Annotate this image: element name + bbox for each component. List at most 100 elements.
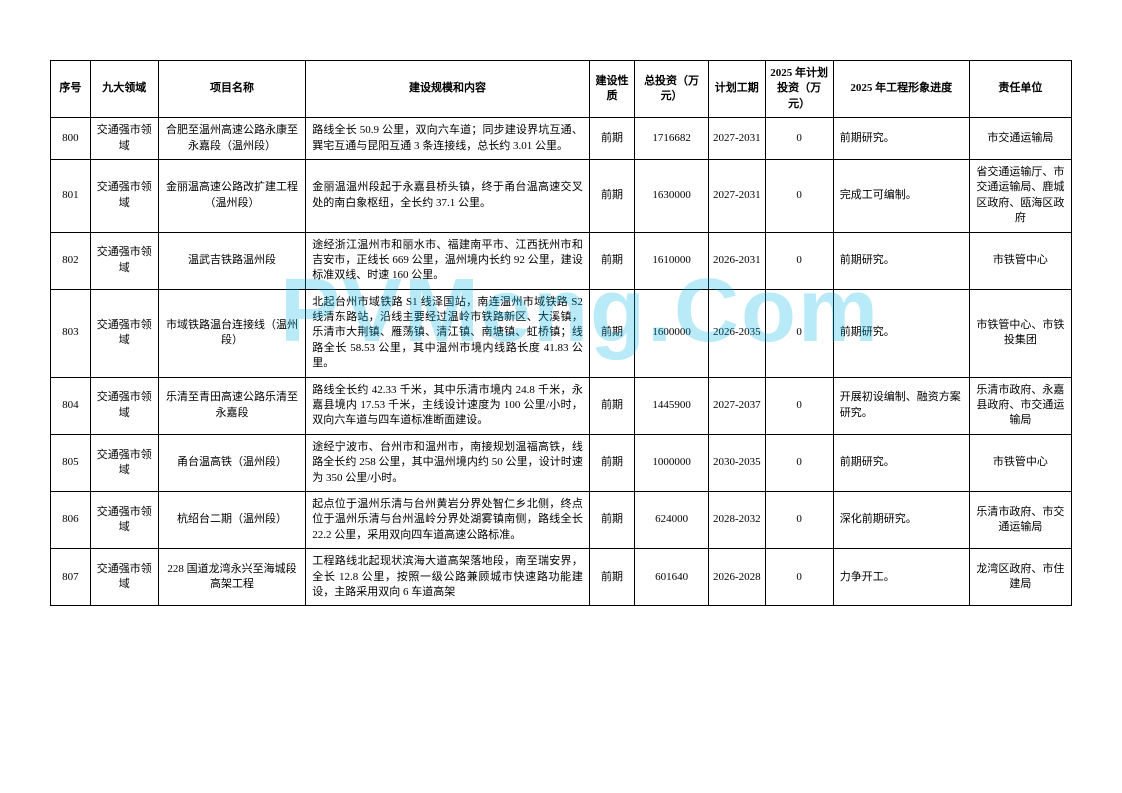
cell-period: 2026-2028 (708, 549, 765, 606)
header-row: 序号 九大领域 项目名称 建设规模和内容 建设性质 总投资（万元） 计划工期 2… (51, 61, 1072, 118)
cell-seq: 802 (51, 232, 91, 289)
cell-name: 杭绍台二期（温州段） (158, 491, 305, 548)
header-plan: 2025 年计划投资（万元） (765, 61, 833, 118)
cell-content: 途经浙江温州市和丽水市、福建南平市、江西抚州市和吉安市，正线长 669 公里，温… (306, 232, 590, 289)
cell-name: 乐清至青田高速公路乐清至永嘉段 (158, 377, 305, 434)
cell-nature: 前期 (589, 159, 634, 232)
cell-name: 228 国道龙湾永兴至海城段高架工程 (158, 549, 305, 606)
cell-domain: 交通强市领域 (90, 549, 158, 606)
cell-progress: 前期研究。 (833, 434, 969, 491)
cell-progress: 完成工可编制。 (833, 159, 969, 232)
cell-progress: 前期研究。 (833, 118, 969, 160)
cell-progress: 开展初设编制、融资方案研究。 (833, 377, 969, 434)
table-row: 805交通强市领域甬台温高铁（温州段）途经宁波市、台州市和温州市，南接规划温福高… (51, 434, 1072, 491)
cell-period: 2027-2037 (708, 377, 765, 434)
cell-nature: 前期 (589, 289, 634, 377)
cell-domain: 交通强市领域 (90, 159, 158, 232)
cell-total: 1445900 (635, 377, 709, 434)
cell-period: 2026-2031 (708, 232, 765, 289)
cell-unit: 市交通运输局 (969, 118, 1071, 160)
cell-content: 工程路线北起现状滨海大道高架落地段，南至瑞安界，全长 12.8 公里，按照一级公… (306, 549, 590, 606)
cell-plan: 0 (765, 377, 833, 434)
header-name: 项目名称 (158, 61, 305, 118)
header-unit: 责任单位 (969, 61, 1071, 118)
cell-nature: 前期 (589, 491, 634, 548)
cell-domain: 交通强市领域 (90, 434, 158, 491)
cell-content: 途经宁波市、台州市和温州市，南接规划温福高铁，线路全长约 258 公里，其中温州… (306, 434, 590, 491)
cell-unit: 市铁管中心、市铁投集团 (969, 289, 1071, 377)
cell-name: 金丽温高速公路改扩建工程（温州段） (158, 159, 305, 232)
cell-plan: 0 (765, 118, 833, 160)
cell-nature: 前期 (589, 549, 634, 606)
cell-period: 2027-2031 (708, 159, 765, 232)
cell-period: 2027-2031 (708, 118, 765, 160)
cell-domain: 交通强市领域 (90, 377, 158, 434)
cell-domain: 交通强市领域 (90, 491, 158, 548)
header-total: 总投资（万元） (635, 61, 709, 118)
cell-content: 路线全长约 42.33 千米，其中乐清市境内 24.8 千米，永嘉县境内 17.… (306, 377, 590, 434)
cell-name: 温武吉铁路温州段 (158, 232, 305, 289)
project-table: 序号 九大领域 项目名称 建设规模和内容 建设性质 总投资（万元） 计划工期 2… (50, 60, 1072, 606)
table-row: 802交通强市领域温武吉铁路温州段途经浙江温州市和丽水市、福建南平市、江西抚州市… (51, 232, 1072, 289)
cell-nature: 前期 (589, 118, 634, 160)
cell-plan: 0 (765, 232, 833, 289)
cell-name: 合肥至温州高速公路永康至永嘉段（温州段） (158, 118, 305, 160)
cell-plan: 0 (765, 289, 833, 377)
header-content: 建设规模和内容 (306, 61, 590, 118)
cell-unit: 乐清市政府、永嘉县政府、市交通运输局 (969, 377, 1071, 434)
table-row: 800交通强市领域合肥至温州高速公路永康至永嘉段（温州段）路线全长 50.9 公… (51, 118, 1072, 160)
cell-total: 1000000 (635, 434, 709, 491)
cell-unit: 乐清市政府、市交通运输局 (969, 491, 1071, 548)
cell-total: 1630000 (635, 159, 709, 232)
cell-seq: 801 (51, 159, 91, 232)
header-nature: 建设性质 (589, 61, 634, 118)
cell-total: 1716682 (635, 118, 709, 160)
cell-domain: 交通强市领域 (90, 118, 158, 160)
cell-nature: 前期 (589, 377, 634, 434)
cell-content: 北起台州市域铁路 S1 线泽国站，南连温州市域铁路 S2 线清东路站，沿线主要经… (306, 289, 590, 377)
header-seq: 序号 (51, 61, 91, 118)
cell-seq: 806 (51, 491, 91, 548)
cell-period: 2030-2035 (708, 434, 765, 491)
cell-progress: 前期研究。 (833, 232, 969, 289)
header-progress: 2025 年工程形象进度 (833, 61, 969, 118)
cell-seq: 807 (51, 549, 91, 606)
cell-name: 市域铁路温台连接线（温州段） (158, 289, 305, 377)
table-row: 807交通强市领域228 国道龙湾永兴至海城段高架工程工程路线北起现状滨海大道高… (51, 549, 1072, 606)
cell-unit: 省交通运输厅、市交通运输局、鹿城区政府、瓯海区政府 (969, 159, 1071, 232)
table-row: 806交通强市领域杭绍台二期（温州段）起点位于温州乐清与台州黄岩分界处智仁乡北侧… (51, 491, 1072, 548)
header-period: 计划工期 (708, 61, 765, 118)
cell-total: 624000 (635, 491, 709, 548)
cell-plan: 0 (765, 159, 833, 232)
cell-domain: 交通强市领域 (90, 232, 158, 289)
cell-total: 601640 (635, 549, 709, 606)
cell-period: 2028-2032 (708, 491, 765, 548)
cell-content: 金丽温温州段起于永嘉县桥头镇，终于甬台温高速交叉处的南白象枢纽，全长约 37.1… (306, 159, 590, 232)
table-row: 803交通强市领域市域铁路温台连接线（温州段）北起台州市域铁路 S1 线泽国站，… (51, 289, 1072, 377)
table-row: 804交通强市领域乐清至青田高速公路乐清至永嘉段路线全长约 42.33 千米，其… (51, 377, 1072, 434)
cell-plan: 0 (765, 434, 833, 491)
table-row: 801交通强市领域金丽温高速公路改扩建工程（温州段）金丽温温州段起于永嘉县桥头镇… (51, 159, 1072, 232)
cell-unit: 市铁管中心 (969, 232, 1071, 289)
cell-plan: 0 (765, 549, 833, 606)
cell-content: 路线全长 50.9 公里，双向六车道；同步建设界坑互通、巽宅互通与昆阳互通 3 … (306, 118, 590, 160)
table-body: 800交通强市领域合肥至温州高速公路永康至永嘉段（温州段）路线全长 50.9 公… (51, 118, 1072, 606)
cell-name: 甬台温高铁（温州段） (158, 434, 305, 491)
cell-progress: 前期研究。 (833, 289, 969, 377)
cell-domain: 交通强市领域 (90, 289, 158, 377)
cell-total: 1600000 (635, 289, 709, 377)
cell-content: 起点位于温州乐清与台州黄岩分界处智仁乡北侧，终点位于温州乐清与台州温岭分界处湖雾… (306, 491, 590, 548)
cell-plan: 0 (765, 491, 833, 548)
header-domain: 九大领域 (90, 61, 158, 118)
cell-progress: 力争开工。 (833, 549, 969, 606)
cell-unit: 龙湾区政府、市住建局 (969, 549, 1071, 606)
cell-period: 2026-2035 (708, 289, 765, 377)
cell-unit: 市铁管中心 (969, 434, 1071, 491)
cell-nature: 前期 (589, 232, 634, 289)
cell-seq: 803 (51, 289, 91, 377)
cell-nature: 前期 (589, 434, 634, 491)
cell-progress: 深化前期研究。 (833, 491, 969, 548)
cell-seq: 805 (51, 434, 91, 491)
cell-total: 1610000 (635, 232, 709, 289)
cell-seq: 800 (51, 118, 91, 160)
